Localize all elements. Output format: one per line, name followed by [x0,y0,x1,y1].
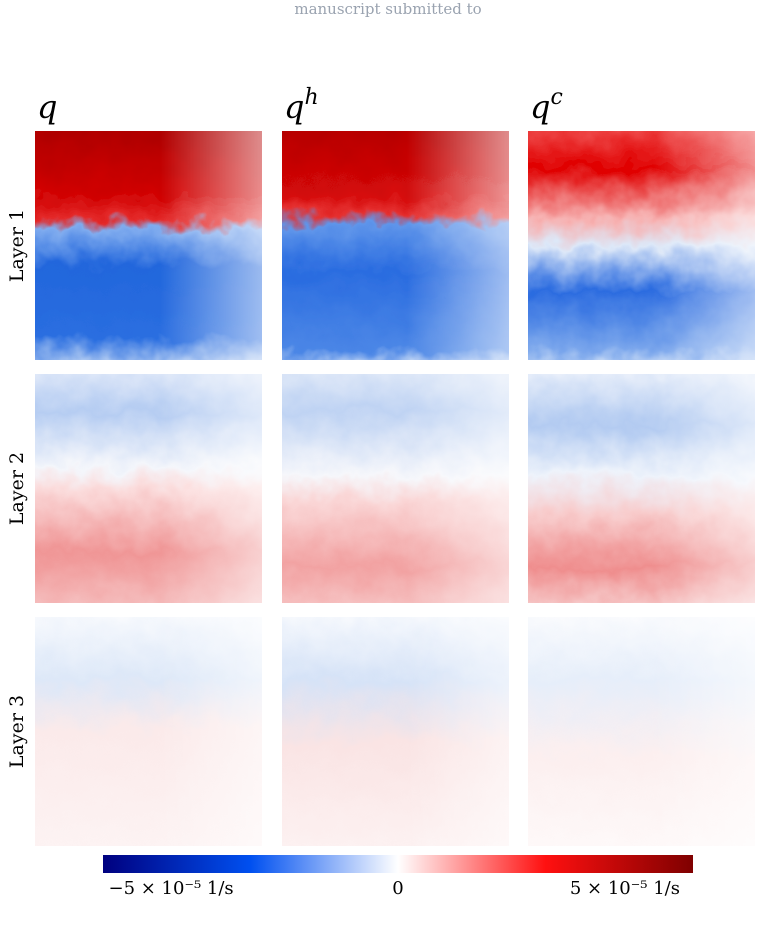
column-label: qc [530,85,563,126]
field-panel [282,617,509,846]
running-header: manuscript submitted to [294,0,481,18]
field-panel [35,374,262,603]
field-panel [528,617,755,846]
column-label: qh [284,85,319,126]
column-label: q [37,88,57,126]
field-panel [528,131,755,360]
colorbar-tick-label: 5 × 10⁻⁵ 1/s [570,878,680,899]
panels [35,131,755,846]
row-label: Layer 3 [6,695,28,768]
colorbar [103,855,693,873]
row-label: Layer 2 [6,452,28,525]
field-panel [35,617,262,846]
field-panel [528,374,755,603]
field-panel [35,131,262,360]
field-panel [282,374,509,603]
field-panel [282,131,509,360]
colorbar-tick-label: 0 [392,878,403,899]
colorbar-tick-label: −5 × 10⁻⁵ 1/s [108,878,233,899]
row-label: Layer 1 [6,209,28,282]
